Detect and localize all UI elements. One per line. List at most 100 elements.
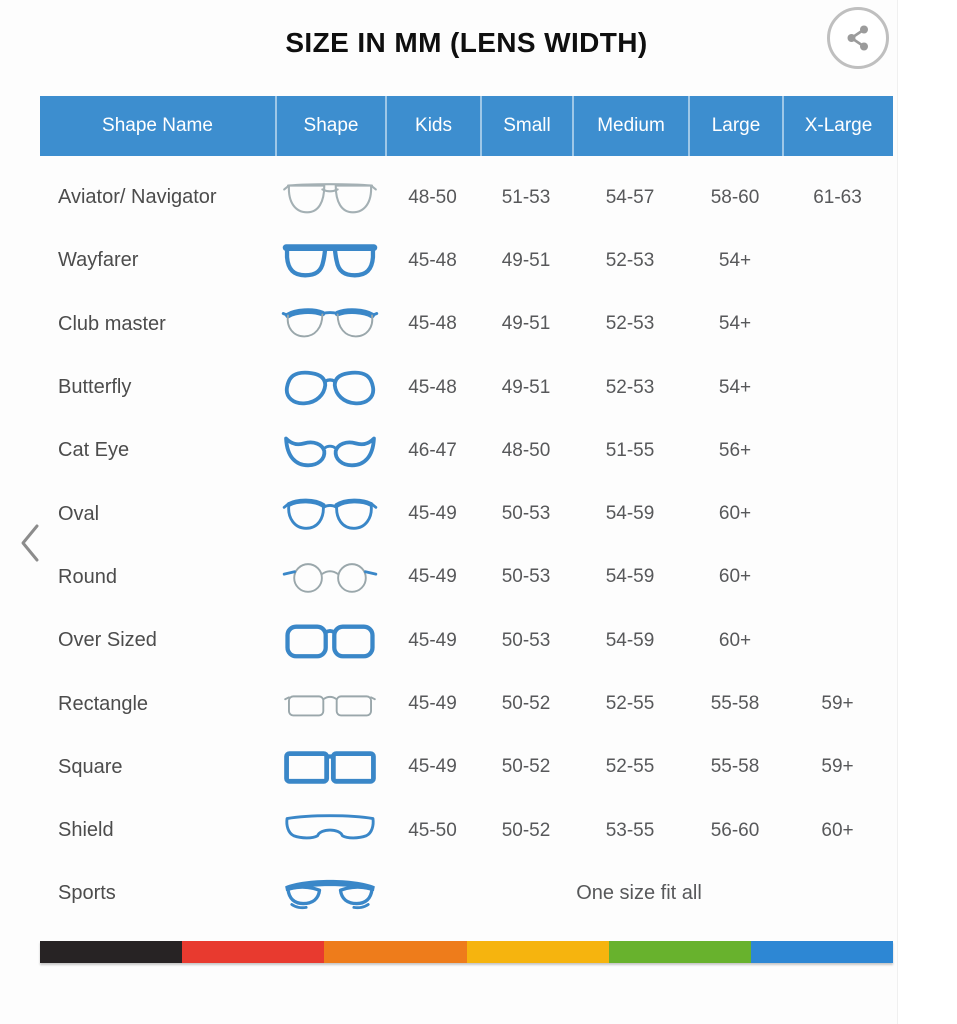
column-header-xlarge: X-Large bbox=[782, 96, 893, 156]
size-value-large: 60+ bbox=[718, 629, 752, 651]
table-row: Butterfly 45-48 49-51 52-53 54+ bbox=[40, 356, 893, 419]
shape-icon-cell bbox=[275, 430, 385, 472]
shape-name: Rectangle bbox=[58, 692, 149, 715]
size-value-kids: 45-48 bbox=[408, 313, 457, 335]
size-values: 45-48 49-51 52-53 54+ bbox=[385, 313, 893, 335]
one-size-note: One size fit all bbox=[576, 882, 702, 905]
size-value-kids: 48-50 bbox=[408, 186, 457, 208]
carousel-prev-button[interactable] bbox=[16, 521, 44, 565]
size-value-small: 48-50 bbox=[501, 439, 551, 461]
size-values: 45-49 50-53 54-59 60+ bbox=[385, 630, 893, 652]
size-chart-slide: SIZE IN MM (LENS WIDTH) Shape Name Shape… bbox=[40, 0, 894, 1024]
size-value-xlarge: 59+ bbox=[821, 693, 854, 715]
size-value-medium: 54-59 bbox=[605, 503, 655, 525]
size-value-large: 60+ bbox=[718, 566, 752, 588]
cateye-glasses-icon bbox=[281, 430, 379, 472]
stripe-segment bbox=[40, 941, 183, 963]
size-value-small: 50-52 bbox=[501, 819, 551, 841]
size-value-kids: 45-49 bbox=[408, 693, 457, 715]
size-value-medium: 51-55 bbox=[605, 439, 655, 461]
size-value-large: 54+ bbox=[718, 249, 752, 271]
size-value-small: 50-52 bbox=[501, 693, 551, 715]
size-value-medium: 52-55 bbox=[605, 693, 655, 715]
shape-icon-cell bbox=[275, 556, 385, 598]
chevron-left-icon bbox=[21, 524, 39, 562]
stripe-segment bbox=[750, 941, 894, 963]
column-header-shape-name: Shape Name bbox=[102, 115, 213, 136]
table-row: Shield 45-50 50-52 53-55 56-60 60+ bbox=[40, 799, 893, 862]
size-value-small: 50-53 bbox=[501, 503, 551, 525]
shape-icon-cell bbox=[275, 873, 385, 915]
size-values: 45-49 50-53 54-59 60+ bbox=[385, 566, 893, 588]
size-value-kids: 45-48 bbox=[408, 376, 457, 398]
size-value-kids: 45-49 bbox=[408, 503, 457, 525]
shape-name: Shield bbox=[58, 819, 114, 842]
aviator-glasses-icon bbox=[281, 177, 379, 219]
shield-glasses-icon bbox=[281, 810, 379, 852]
size-value-medium: 52-55 bbox=[605, 756, 655, 778]
size-value-xlarge: 60+ bbox=[821, 819, 854, 841]
column-header-medium: Medium bbox=[572, 96, 688, 156]
size-values: 45-49 50-52 52-55 55-58 59+ bbox=[385, 693, 893, 715]
table-row: Rectangle 45-49 50-52 52-55 55-58 59+ bbox=[40, 672, 893, 735]
size-value-small: 51-53 bbox=[501, 186, 551, 208]
shape-name: Wayfarer bbox=[58, 249, 139, 272]
size-value-large: 60+ bbox=[718, 503, 752, 525]
table-row: Sports One size fit all bbox=[40, 862, 893, 925]
wayfarer-glasses-icon bbox=[281, 240, 379, 282]
column-header-small: Small bbox=[480, 96, 572, 156]
size-value-medium: 52-53 bbox=[605, 376, 655, 398]
size-values: 48-50 51-53 54-57 58-60 61-63 bbox=[385, 187, 893, 209]
stripe-segment bbox=[608, 941, 751, 963]
size-value-kids: 45-49 bbox=[408, 756, 457, 778]
size-value-kids: 46-47 bbox=[408, 439, 457, 461]
size-value-medium: 54-59 bbox=[605, 629, 655, 651]
size-value-medium: 52-53 bbox=[605, 249, 655, 271]
shape-icon-cell bbox=[275, 240, 385, 282]
size-value-medium: 54-57 bbox=[605, 186, 655, 208]
column-header-shape: Shape bbox=[275, 96, 385, 156]
size-value-large: 58-60 bbox=[710, 186, 760, 208]
table-row: Wayfarer 45-48 49-51 52-53 54+ bbox=[40, 229, 893, 292]
stripe-segment bbox=[182, 941, 325, 963]
size-value-medium: 52-53 bbox=[605, 313, 655, 335]
size-values: 45-48 49-51 52-53 54+ bbox=[385, 250, 893, 272]
size-value-medium: 54-59 bbox=[605, 566, 655, 588]
shape-name: Oval bbox=[58, 502, 100, 525]
size-value-medium: 53-55 bbox=[605, 819, 655, 841]
size-values: 45-50 50-52 53-55 56-60 60+ bbox=[385, 820, 893, 842]
size-value-small: 49-51 bbox=[501, 376, 551, 398]
size-value-small: 50-52 bbox=[501, 756, 551, 778]
size-values: 45-49 50-52 52-55 55-58 59+ bbox=[385, 756, 893, 778]
shape-name: Over Sized bbox=[58, 629, 157, 652]
share-button[interactable] bbox=[827, 7, 889, 69]
table-body: Aviator/ Navigator 48-50 51-53 54-57 58-… bbox=[40, 166, 893, 926]
shape-name: Club master bbox=[58, 312, 166, 335]
shape-name: Butterfly bbox=[58, 376, 132, 399]
shape-name: Sports bbox=[58, 882, 116, 905]
right-gutter bbox=[897, 0, 957, 1024]
size-value-small: 50-53 bbox=[501, 566, 551, 588]
shape-icon-cell bbox=[275, 493, 385, 535]
size-value-kids: 45-49 bbox=[408, 629, 457, 651]
share-icon bbox=[847, 25, 868, 51]
table-row: Cat Eye 46-47 48-50 51-55 56+ bbox=[40, 419, 893, 482]
table-row: Square 45-49 50-52 52-55 55-58 59+ bbox=[40, 736, 893, 799]
table-row: Over Sized 45-49 50-53 54-59 60+ bbox=[40, 609, 893, 672]
color-stripe bbox=[40, 941, 894, 963]
column-header-kids: Kids bbox=[385, 96, 480, 156]
size-value-kids: 45-48 bbox=[408, 249, 457, 271]
oval-glasses-icon bbox=[281, 493, 379, 535]
size-value-xlarge: 59+ bbox=[821, 756, 854, 778]
size-value-large: 56+ bbox=[718, 439, 752, 461]
square-glasses-icon bbox=[281, 746, 379, 788]
stripe-segment bbox=[466, 941, 609, 963]
size-value-xlarge: 61-63 bbox=[813, 186, 862, 208]
shape-icon-cell bbox=[275, 746, 385, 788]
rectangle-glasses-icon bbox=[281, 683, 379, 725]
shape-icon-cell bbox=[275, 683, 385, 725]
shape-icon-cell bbox=[275, 303, 385, 345]
shape-icon-cell bbox=[275, 367, 385, 409]
column-header-large: Large bbox=[688, 96, 782, 156]
